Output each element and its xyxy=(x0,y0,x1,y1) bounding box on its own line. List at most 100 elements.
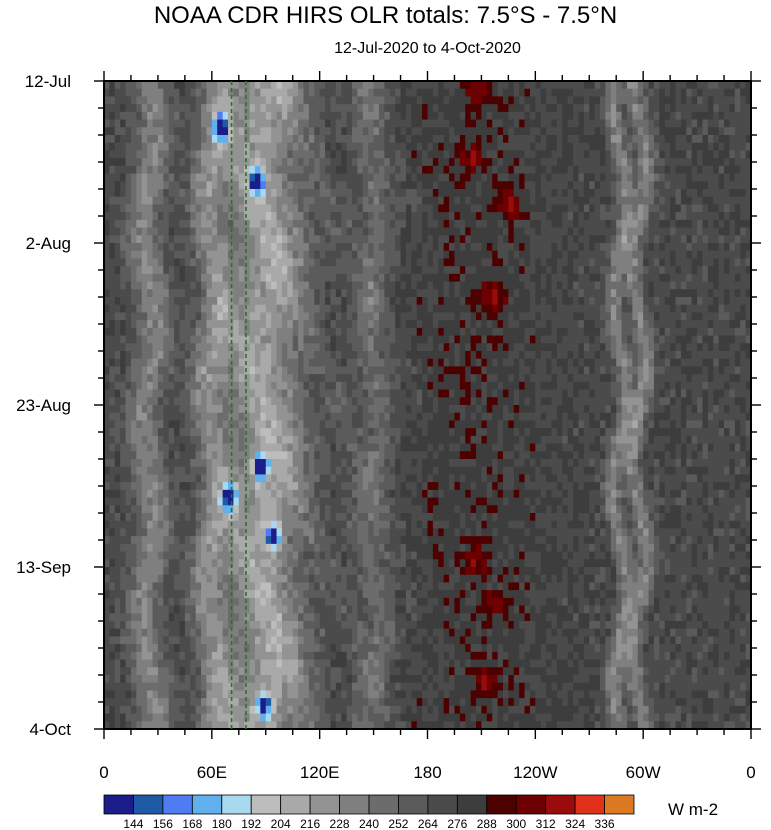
heatmap-cell xyxy=(573,196,580,206)
heatmap-cell xyxy=(697,304,704,314)
heatmap-cell xyxy=(157,173,164,182)
heatmap-cell xyxy=(664,219,671,229)
heatmap-cell xyxy=(303,204,310,213)
heatmap-cell xyxy=(664,150,671,159)
heatmap-cell xyxy=(724,335,731,344)
heatmap-cell xyxy=(605,135,612,144)
heatmap-cell xyxy=(573,343,580,352)
heatmap-cell xyxy=(713,312,720,321)
heatmap-cell xyxy=(594,204,601,213)
heatmap-cell xyxy=(492,165,499,175)
heatmap-cell xyxy=(152,266,159,275)
heatmap-cell xyxy=(422,142,429,152)
heatmap-cell xyxy=(147,212,154,221)
heatmap-cell xyxy=(670,358,677,368)
heatmap-cell xyxy=(680,266,687,275)
heatmap-cell xyxy=(287,219,294,229)
heatmap-cell xyxy=(724,81,731,90)
heatmap-cell xyxy=(589,142,596,152)
heatmap-cell xyxy=(524,297,531,306)
heatmap-cell xyxy=(583,266,590,275)
heatmap-cell xyxy=(222,335,229,344)
heatmap-cell xyxy=(163,374,170,383)
heatmap-cell xyxy=(427,96,434,105)
heatmap-cell xyxy=(535,351,542,360)
heatmap-cell xyxy=(465,219,472,229)
heatmap-cell xyxy=(513,212,520,221)
heatmap-cell xyxy=(422,258,429,267)
heatmap-cell xyxy=(637,119,644,128)
heatmap-cell xyxy=(265,320,272,329)
heatmap-cell xyxy=(238,258,245,267)
heatmap-cell xyxy=(163,189,170,198)
heatmap-cell xyxy=(573,266,580,275)
heatmap-cell xyxy=(718,81,725,90)
heatmap-cell xyxy=(616,104,623,113)
heatmap-cell xyxy=(163,212,170,221)
heatmap-cell xyxy=(416,289,423,298)
heatmap-cell xyxy=(691,358,698,368)
heatmap-cell xyxy=(330,250,337,260)
heatmap-cell xyxy=(157,335,164,344)
heatmap-cell xyxy=(109,173,116,182)
heatmap-cell xyxy=(357,397,364,406)
heatmap-cell xyxy=(330,366,337,375)
heatmap-cell xyxy=(206,358,213,368)
heatmap-cell xyxy=(211,335,218,344)
heatmap-cell xyxy=(362,111,369,121)
heatmap-cell xyxy=(702,127,709,136)
heatmap-cell xyxy=(449,235,456,244)
heatmap-cell xyxy=(389,258,396,267)
heatmap-cell xyxy=(416,104,423,113)
heatmap-cell xyxy=(486,219,493,229)
heatmap-cell xyxy=(578,150,585,159)
heatmap-cell xyxy=(152,212,159,221)
heatmap-cell xyxy=(395,297,402,306)
heatmap-cell xyxy=(405,189,412,198)
heatmap-cell xyxy=(610,374,617,383)
heatmap-cell xyxy=(265,381,272,391)
heatmap-cell xyxy=(330,96,337,105)
heatmap-cell xyxy=(314,212,321,221)
heatmap-cell xyxy=(707,204,714,213)
heatmap-cell xyxy=(152,227,159,236)
heatmap-cell xyxy=(438,219,445,229)
heatmap-cell xyxy=(222,366,229,375)
heatmap-cell xyxy=(384,204,391,213)
heatmap-cell xyxy=(265,297,272,306)
heatmap-cell xyxy=(287,189,294,198)
heatmap-cell xyxy=(729,81,736,90)
heatmap-cell xyxy=(211,104,218,113)
heatmap-cell xyxy=(610,351,617,360)
heatmap-cell xyxy=(357,366,364,375)
heatmap-cell xyxy=(670,196,677,206)
heatmap-cell xyxy=(664,258,671,267)
heatmap-cell xyxy=(190,351,197,360)
heatmap-cell xyxy=(314,189,321,198)
heatmap-cell xyxy=(454,374,461,383)
heatmap-cell xyxy=(529,104,536,113)
heatmap-cell xyxy=(217,165,224,175)
heatmap-cell xyxy=(546,320,553,329)
heatmap-cell xyxy=(271,165,278,175)
heatmap-cell xyxy=(157,320,164,329)
heatmap-cell xyxy=(664,289,671,298)
heatmap-cell xyxy=(486,304,493,314)
heatmap-cell xyxy=(341,327,348,337)
heatmap-cell xyxy=(244,397,251,406)
heatmap-cell xyxy=(384,181,391,190)
heatmap-cell xyxy=(190,81,197,90)
heatmap-cell xyxy=(395,250,402,260)
heatmap-cell xyxy=(238,235,245,244)
heatmap-cell xyxy=(314,327,321,337)
heatmap-cell xyxy=(697,381,704,391)
heatmap-cell xyxy=(238,104,245,113)
heatmap-cell xyxy=(481,374,488,383)
heatmap-cell xyxy=(459,81,466,90)
heatmap-cell xyxy=(459,111,466,121)
heatmap-cell xyxy=(745,374,751,383)
heatmap-cell xyxy=(362,81,369,90)
heatmap-cell xyxy=(686,88,693,98)
heatmap-cell xyxy=(352,104,359,113)
heatmap-cell xyxy=(114,358,121,368)
